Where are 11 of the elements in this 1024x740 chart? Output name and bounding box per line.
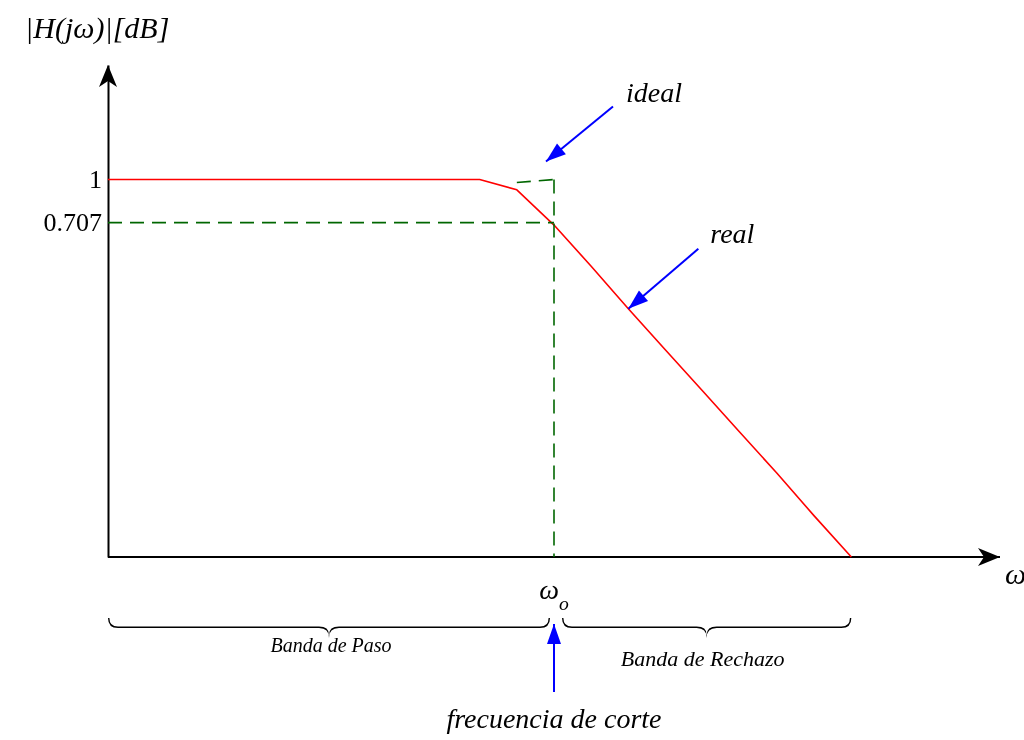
text: frecuencia de corte [446,703,662,734]
y-tick-label: 1 [89,165,102,195]
annotation: ideal [626,76,683,108]
annotation: real [710,217,755,249]
line-series [107,178,853,558]
x-axis-title: ω [1005,557,1024,590]
y-tick-label: 0.707 [43,208,102,238]
text: Banda de Paso [270,634,392,656]
y-axis-title: |H(jω)|[dB] [25,11,170,45]
text: ω$_{o}$ [539,574,569,614]
text: Banda de Rechazo [620,646,785,671]
